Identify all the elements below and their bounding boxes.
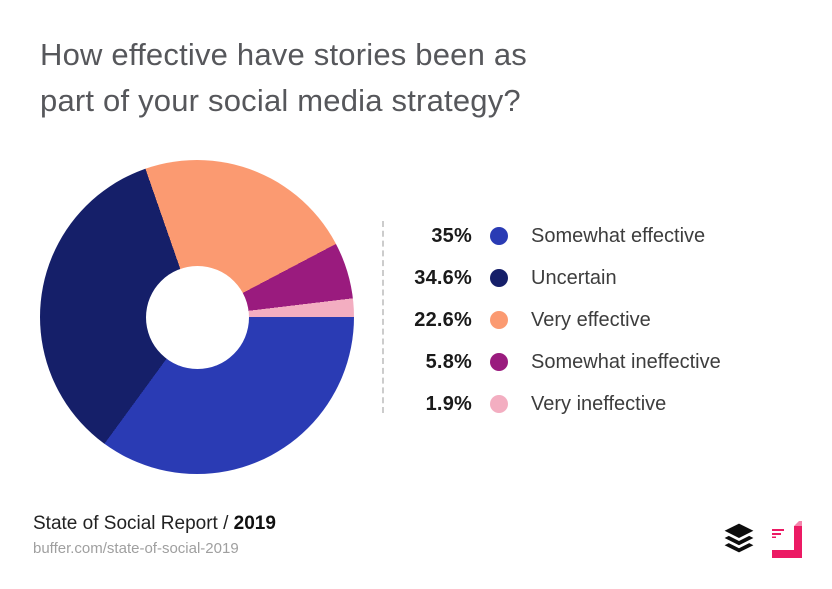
- legend-label: Uncertain: [531, 266, 617, 289]
- chart-legend: 35% Somewhat effective 34.6% Uncertain 22.6%…: [404, 215, 721, 425]
- legend-label: Somewhat ineffective: [531, 350, 721, 373]
- legend-value: 5.8%: [425, 350, 472, 373]
- report-credit: State of Social Report / 2019: [33, 513, 276, 535]
- legend-item: 1.9% Very ineffective: [404, 383, 721, 425]
- legend-value: 1.9%: [425, 392, 472, 415]
- legend-item: 35% Somewhat effective: [404, 215, 721, 257]
- legend-item: 22.6% Very effective: [404, 299, 721, 341]
- legend-value: 22.6%: [414, 308, 472, 331]
- legend-divider-dashed-line: [382, 221, 384, 413]
- legend-label: Very effective: [531, 308, 651, 331]
- report-credit-label: State of Social Report /: [33, 513, 234, 534]
- legend-label: Somewhat effective: [531, 224, 706, 247]
- report-url: buffer.com/state-of-social-2019: [33, 540, 239, 557]
- legend-swatch-icon: [490, 269, 508, 287]
- legend-value: 34.6%: [414, 266, 472, 289]
- buffer-layers-icon: [724, 523, 754, 553]
- legend-label: Very ineffective: [531, 392, 667, 415]
- donut-chart: [40, 160, 354, 474]
- legend-item: 34.6% Uncertain: [404, 257, 721, 299]
- legend-swatch-icon: [490, 227, 508, 245]
- donut-hole: [145, 265, 249, 369]
- legend-value: 35%: [431, 224, 472, 247]
- legend-swatch-icon: [490, 353, 508, 371]
- legend-item: 5.8% Somewhat ineffective: [404, 341, 721, 383]
- legend-swatch-icon: [490, 395, 508, 413]
- chart-title: How effective have stories been as part …: [40, 37, 527, 118]
- legend-swatch-icon: [490, 311, 508, 329]
- report-credit-year: 2019: [233, 513, 276, 534]
- partner-corner-logo-icon: [772, 521, 802, 558]
